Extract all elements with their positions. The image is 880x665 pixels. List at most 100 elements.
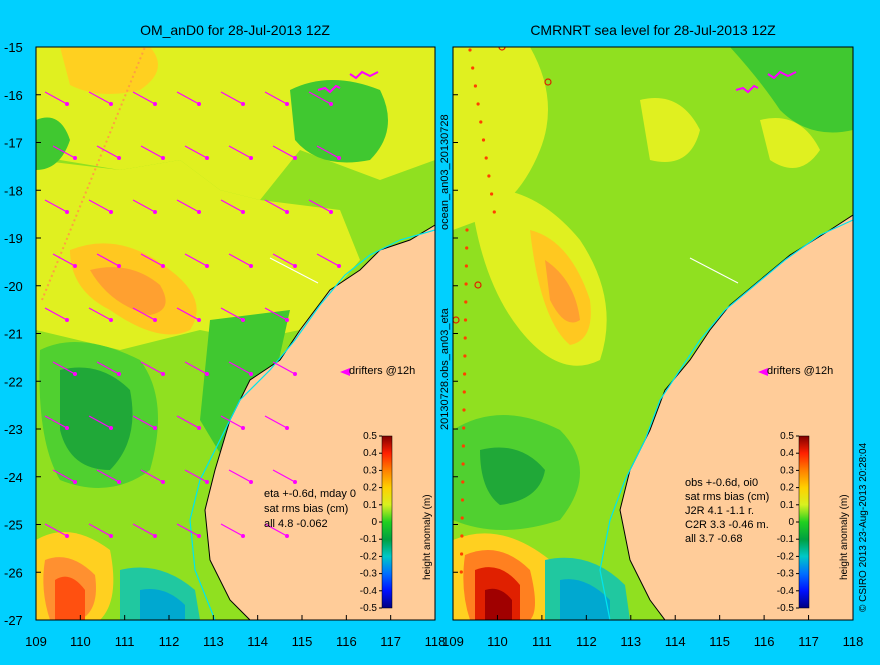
lat-tick-label: -18 bbox=[4, 183, 23, 198]
right-stats-line-2: sat rms bias (cm) bbox=[685, 491, 769, 503]
right-stats-line-5: all 3.7 -0.68 bbox=[685, 533, 742, 545]
lon-tick-label-right: 110 bbox=[487, 634, 508, 649]
colorbar-tick-label: -0.1 bbox=[777, 534, 795, 545]
drifter-legend-icon-right bbox=[758, 368, 768, 376]
colorbar-tick-label: 0.5 bbox=[363, 431, 377, 442]
lat-tick-label: -24 bbox=[4, 470, 23, 485]
lat-tick-label: -15 bbox=[4, 40, 23, 55]
current-vector bbox=[44, 199, 68, 213]
current-vector bbox=[264, 523, 288, 537]
right-map-panel: drifters @12h obs +-0.6d, oi0 sat rms bi… bbox=[452, 46, 854, 621]
left-stats: eta +-0.6d, mday 0 sat rms bias (cm) all… bbox=[264, 488, 356, 530]
lat-tick-label: -16 bbox=[4, 88, 23, 103]
left-colorbar: 0.5 0.4 0.3 0.2 0.1 0 -0.1 -0.2 -0.3 -0.4 -0.5 hei… bbox=[360, 431, 433, 614]
current-vector bbox=[88, 91, 112, 105]
colorbar-tick-label: 0.3 bbox=[363, 465, 377, 476]
current-vector bbox=[228, 469, 252, 483]
lon-tick-label-right: 112 bbox=[576, 634, 597, 649]
current-vector bbox=[176, 415, 200, 429]
colorbar-tick-label: 0 bbox=[371, 517, 377, 528]
current-vector bbox=[140, 145, 164, 159]
current-vector bbox=[44, 91, 68, 105]
colorbar-tick-label: -0.5 bbox=[777, 603, 795, 614]
current-vector bbox=[52, 253, 76, 267]
right-drifters-label: drifters @12h bbox=[767, 365, 833, 377]
lon-tick-label-left: 112 bbox=[159, 634, 180, 649]
current-vector bbox=[272, 469, 296, 483]
lon-tick-label-left: 117 bbox=[380, 634, 401, 649]
current-vector bbox=[88, 307, 112, 321]
colorbar-tick-label: 0.2 bbox=[363, 483, 377, 494]
current-vector bbox=[132, 307, 156, 321]
lat-tick-label: -27 bbox=[4, 613, 23, 628]
lon-tick-label-right: 117 bbox=[798, 634, 819, 649]
colorbar-tick-label: -0.2 bbox=[777, 551, 795, 562]
current-vector bbox=[132, 91, 156, 105]
lon-tick-label-right: 114 bbox=[665, 634, 686, 649]
current-vector bbox=[52, 361, 76, 375]
current-vector bbox=[316, 145, 340, 159]
current-vector bbox=[44, 523, 68, 537]
current-vector bbox=[316, 253, 340, 267]
current-vector bbox=[184, 469, 208, 483]
current-vector bbox=[176, 91, 200, 105]
colorbar-tick-label: -0.1 bbox=[360, 534, 378, 545]
right-stats-line-4: C2R 3.3 -0.46 m. bbox=[685, 519, 769, 531]
current-vector bbox=[308, 199, 332, 213]
current-vector bbox=[228, 361, 252, 375]
colorbar-tick-label: -0.5 bbox=[360, 603, 378, 614]
lon-tick-label-right: 111 bbox=[532, 634, 552, 649]
current-vector bbox=[88, 415, 112, 429]
middle-label-top: ocean_an03_20130728 bbox=[439, 114, 451, 230]
right-stats-line-1: obs +-0.6d, oi0 bbox=[685, 477, 758, 489]
current-vector bbox=[184, 253, 208, 267]
left-stats-line-3: all 4.8 -0.062 bbox=[264, 518, 328, 530]
right-land bbox=[619, 214, 853, 620]
current-vector bbox=[272, 361, 296, 375]
right-colorbar: 0.5 0.4 0.3 0.2 0.1 0 -0.1 -0.2 -0.3 -0.4 -0.5 hei… bbox=[777, 431, 850, 614]
credit-label: © CSIRO 2013 23-Aug-2013 20:28:04 bbox=[858, 442, 869, 612]
drifter-legend-icon bbox=[340, 368, 350, 376]
lon-tick-label-left: 111 bbox=[115, 634, 135, 649]
lon-tick-label-right: 109 bbox=[442, 634, 464, 649]
current-vector bbox=[44, 307, 68, 321]
current-vector bbox=[176, 523, 200, 537]
current-vector bbox=[88, 523, 112, 537]
current-vector bbox=[220, 91, 244, 105]
current-vector bbox=[132, 199, 156, 213]
lon-tick-label-left: 114 bbox=[247, 634, 268, 649]
current-vector bbox=[220, 199, 244, 213]
lon-tick-label-right: 113 bbox=[620, 634, 641, 649]
lon-tick-label-left: 109 bbox=[25, 634, 47, 649]
left-stats-line-2: sat rms bias (cm) bbox=[264, 503, 348, 515]
lon-tick-label-left: 116 bbox=[336, 634, 357, 649]
current-vector bbox=[264, 91, 288, 105]
left-stats-line-1: eta +-0.6d, mday 0 bbox=[264, 488, 356, 500]
current-vector bbox=[272, 145, 296, 159]
right-panel-title: CMRNRT sea level for 28-Jul-2013 12Z bbox=[530, 22, 776, 38]
lon-tick-label-left: 118 bbox=[425, 634, 446, 649]
current-vector bbox=[264, 415, 288, 429]
current-vector bbox=[264, 307, 288, 321]
left-drifters-label: drifters @12h bbox=[349, 365, 415, 377]
current-vector bbox=[220, 307, 244, 321]
colorbar-tick-label: 0.4 bbox=[363, 448, 377, 459]
current-vector bbox=[264, 199, 288, 213]
lon-tick-label-left: 115 bbox=[292, 634, 313, 649]
colorbar-tick-label: 0.5 bbox=[780, 431, 794, 442]
lon-tick-label-right: 115 bbox=[709, 634, 730, 649]
right-colorbar-title: height anomaly (m) bbox=[839, 494, 850, 580]
lon-tick-label-left: 113 bbox=[203, 634, 224, 649]
current-vector bbox=[96, 145, 120, 159]
current-vector bbox=[272, 253, 296, 267]
lat-tick-label: -23 bbox=[4, 422, 23, 437]
lat-tick-label: -25 bbox=[4, 518, 23, 533]
colorbar-tick-label: 0.4 bbox=[780, 448, 794, 459]
current-vector bbox=[44, 415, 68, 429]
left-panel-title: OM_anD0 for 28-Jul-2013 12Z bbox=[140, 22, 330, 38]
current-vector bbox=[176, 199, 200, 213]
left-map-panel: drifters @12h eta +-0.6d, mday 0 sat rms… bbox=[35, 46, 436, 621]
lat-tick-label: -26 bbox=[4, 565, 23, 580]
current-vector bbox=[140, 469, 164, 483]
